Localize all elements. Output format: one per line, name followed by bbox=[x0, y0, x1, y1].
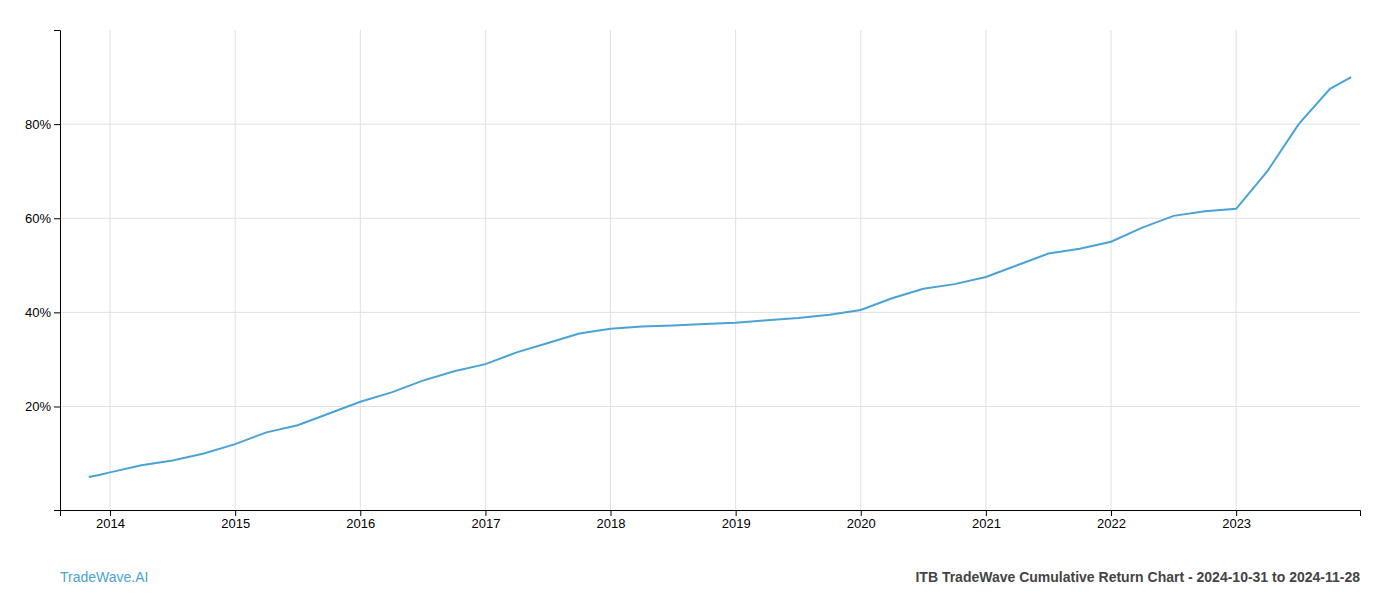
y-tick-label: 40% bbox=[25, 305, 51, 320]
grid-line-x bbox=[860, 30, 861, 510]
y-tick-label: 20% bbox=[25, 399, 51, 414]
x-tick-mark bbox=[986, 510, 987, 516]
x-tick-mark bbox=[235, 510, 236, 516]
x-axis: 2014 2015 2016 2017 2018 2019 2020 2021 2022 2023 bbox=[61, 510, 1361, 531]
grid-line-x bbox=[110, 30, 111, 510]
chart: 2014 2015 2016 2017 2018 2019 2020 2021 2022 2023… bbox=[0, 0, 1400, 600]
x-tick: 2014 bbox=[96, 510, 125, 531]
y-tick-label: 80% bbox=[25, 117, 51, 132]
marks bbox=[89, 77, 1351, 477]
x-tick: 2020 bbox=[847, 510, 876, 531]
x-tick-label: 2019 bbox=[722, 516, 751, 531]
x-tick: 2015 bbox=[221, 510, 250, 531]
x-tick-label: 2016 bbox=[346, 516, 375, 531]
y-tick-mark bbox=[54, 406, 60, 407]
grid-line-x bbox=[610, 30, 611, 510]
title: ITB TradeWave Cumulative Return Chart - … bbox=[915, 569, 1360, 585]
x-tick-label: 2018 bbox=[597, 516, 626, 531]
x-tick: 2021 bbox=[972, 510, 1001, 531]
grid-line-x bbox=[1111, 30, 1112, 510]
grid bbox=[60, 30, 1360, 510]
grid-line-y bbox=[60, 124, 1360, 125]
y-tick: 20% bbox=[25, 399, 60, 414]
y-axis: 20% 40% 60% 80% bbox=[25, 31, 61, 511]
grid-line-x bbox=[1236, 30, 1237, 510]
grid-line-x bbox=[485, 30, 486, 510]
y-tick: 60% bbox=[25, 211, 60, 226]
x-tick-mark bbox=[736, 510, 737, 516]
x-tick-label: 2020 bbox=[847, 516, 876, 531]
x-tick-label: 2021 bbox=[972, 516, 1001, 531]
x-tick: 2018 bbox=[597, 510, 626, 531]
x-tick-mark bbox=[1236, 510, 1237, 516]
grid-line-x bbox=[360, 30, 361, 510]
subtitle: TradeWave.AI bbox=[60, 569, 148, 585]
y-tick: 40% bbox=[25, 305, 60, 320]
grid-line-x bbox=[985, 30, 986, 510]
x-tick-mark bbox=[861, 510, 862, 516]
x-tick-label: 2015 bbox=[221, 516, 250, 531]
x-tick: 2019 bbox=[722, 510, 751, 531]
x-tick-mark bbox=[110, 510, 111, 516]
x-tick: 2017 bbox=[471, 510, 500, 531]
x-tick-label: 2023 bbox=[1222, 516, 1251, 531]
x-tick-label: 2014 bbox=[96, 516, 125, 531]
x-tick-mark bbox=[485, 510, 486, 516]
line bbox=[89, 77, 1351, 477]
x-tick-mark bbox=[360, 510, 361, 516]
y-tick-label: 60% bbox=[25, 211, 51, 226]
grid-line-x bbox=[235, 30, 236, 510]
x-axis-line bbox=[61, 511, 1361, 517]
x-tick: 2016 bbox=[346, 510, 375, 531]
y-tick: 80% bbox=[25, 117, 60, 132]
x-tick-label: 2017 bbox=[471, 516, 500, 531]
grid-line-y bbox=[60, 312, 1360, 313]
grid-line-y bbox=[60, 406, 1360, 407]
x-tick-label: 2022 bbox=[1097, 516, 1126, 531]
grid-line-x bbox=[735, 30, 736, 510]
y-axis-line bbox=[54, 31, 61, 511]
y-tick-mark bbox=[54, 218, 60, 219]
x-tick-mark bbox=[1111, 510, 1112, 516]
plot: 2014 2015 2016 2017 2018 2019 2020 2021 2022 2023… bbox=[25, 30, 1361, 531]
y-tick-mark bbox=[54, 312, 60, 313]
x-tick: 2023 bbox=[1222, 510, 1251, 531]
x-tick-mark bbox=[611, 510, 612, 516]
y-tick-mark bbox=[54, 124, 60, 125]
x-tick: 2022 bbox=[1097, 510, 1126, 531]
